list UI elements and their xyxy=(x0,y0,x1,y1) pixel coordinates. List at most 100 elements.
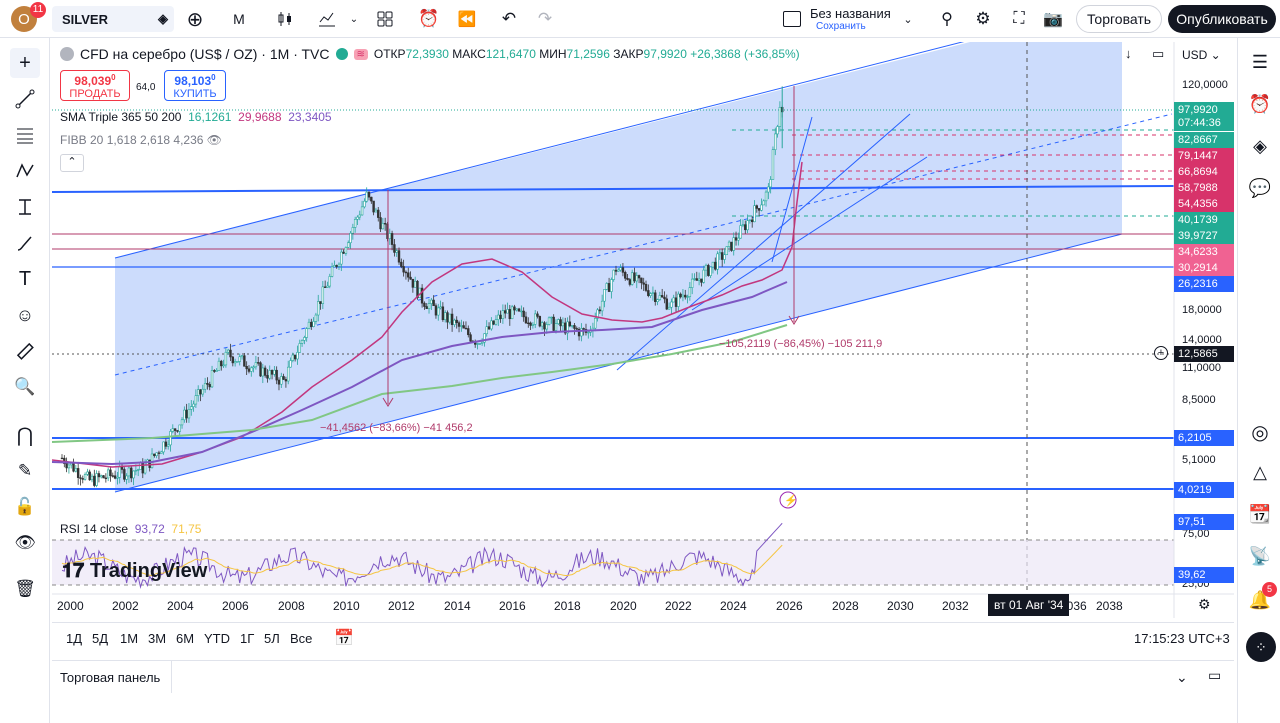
currency-selector[interactable]: USD ⌄ xyxy=(1182,48,1221,62)
timeframe-button[interactable]: YTD xyxy=(204,631,230,646)
maximize-panel-icon[interactable]: ▭ xyxy=(1208,667,1222,683)
trend-line-icon[interactable] xyxy=(10,84,40,114)
axis-settings-icon[interactable]: ⚙ xyxy=(1198,596,1211,612)
chat-icon[interactable]: 💬 xyxy=(1248,177,1272,198)
buy-button[interactable]: 98,1030 КУПИТЬ xyxy=(164,70,226,101)
undo-icon[interactable]: ↶ xyxy=(501,9,517,28)
publish-button[interactable]: Опубликовать xyxy=(1168,5,1276,33)
candle xyxy=(665,298,668,310)
timeframe-button[interactable]: 5Д xyxy=(92,631,109,646)
chart-area[interactable]: −41,4562 (−83,66%) −41 456,2 −105,2119 (… xyxy=(51,39,1234,618)
candle xyxy=(478,343,482,345)
candle xyxy=(730,241,733,251)
fullscreen-icon[interactable]: ⛶ xyxy=(1013,10,1025,27)
diamond-icon[interactable]: ◈ xyxy=(158,11,168,26)
rsi-legend[interactable]: RSI 14 close 93,72 71,75 xyxy=(60,522,202,536)
price-label: 54,4356 xyxy=(1174,196,1234,212)
trash-icon[interactable]: 🗑 xyxy=(14,579,36,598)
candles-icon[interactable] xyxy=(272,6,298,32)
candle xyxy=(113,475,117,479)
candle xyxy=(508,309,512,320)
price-label: 66,8694 xyxy=(1174,164,1234,180)
camera-icon[interactable]: 📷 xyxy=(1043,11,1063,28)
fib-lines-icon[interactable] xyxy=(10,120,40,150)
user-avatar[interactable]: O 11 xyxy=(10,2,46,32)
chevron-down-icon[interactable]: ⌄ xyxy=(903,13,913,26)
timeframe-button[interactable]: 3М xyxy=(148,631,167,646)
time-tick: 2018 xyxy=(554,599,581,613)
add-price-icon[interactable]: + xyxy=(1154,346,1168,360)
redo-icon[interactable]: ↷ xyxy=(537,9,553,28)
fib-legend[interactable]: FIBB 20 1,618 2,618 4,236 👁 xyxy=(60,133,223,147)
candle xyxy=(289,360,292,368)
quick-search-icon[interactable]: ⚲ xyxy=(941,11,953,28)
ideas-icon[interactable]: △ xyxy=(1253,461,1267,482)
candle xyxy=(660,295,664,298)
layers-icon[interactable]: ◈ xyxy=(1253,135,1267,156)
brush-icon[interactable] xyxy=(10,228,40,258)
candle xyxy=(111,475,114,477)
streams-icon[interactable]: 📡 xyxy=(1248,545,1272,566)
add-symbol-icon[interactable]: ⊕ xyxy=(186,8,204,31)
collapse-legend-icon[interactable]: ⌃ xyxy=(60,154,84,172)
price-tick: 11,0000 xyxy=(1182,362,1221,374)
candle xyxy=(734,237,738,241)
pattern-icon[interactable] xyxy=(10,156,40,186)
crosshair-icon[interactable]: + xyxy=(10,48,40,78)
text-icon[interactable]: T xyxy=(18,267,32,290)
candle xyxy=(160,451,163,454)
lock-icon[interactable]: 🔓 xyxy=(14,497,36,516)
emoji-icon[interactable]: ☺ xyxy=(15,304,35,325)
timeframe-button[interactable]: 5Л xyxy=(264,631,280,646)
arrow-down-icon[interactable]: ↓ xyxy=(1125,46,1132,61)
interval-button[interactable]: M xyxy=(233,11,245,27)
timeframe-button[interactable]: 6М xyxy=(176,631,195,646)
trading-panel-tab[interactable]: Торговая панель xyxy=(52,661,172,693)
candle xyxy=(515,308,518,311)
candle xyxy=(656,299,659,302)
forecast-icon[interactable] xyxy=(10,192,40,222)
time-tick: 2020 xyxy=(610,599,637,613)
zoom-in-icon[interactable]: 🔍 xyxy=(14,377,36,396)
replay-icon[interactable]: ⏪ xyxy=(457,11,477,28)
candle xyxy=(236,361,239,363)
candle xyxy=(173,428,177,431)
apps-grid-icon[interactable]: ⁘ xyxy=(1246,632,1276,662)
trade-button[interactable]: Торговать xyxy=(1076,5,1162,33)
maximize-icon[interactable]: ▭ xyxy=(1152,46,1165,61)
watchlist-icon[interactable]: ☰ xyxy=(1251,51,1269,72)
chevron-down-icon[interactable]: ⌄ xyxy=(349,13,359,25)
indicators-icon[interactable] xyxy=(314,6,340,32)
calendar-icon[interactable]: 📅 xyxy=(334,630,354,647)
timeframe-button[interactable]: 1Д xyxy=(66,631,83,646)
pencil-lock-icon[interactable]: ✎ xyxy=(17,461,33,480)
timeframe-button[interactable]: 1М xyxy=(120,631,139,646)
settings-gear-icon[interactable]: ⚙ xyxy=(975,9,991,28)
sma-legend[interactable]: SMA Triple 365 50 200 16,1261 29,9688 23… xyxy=(60,110,332,124)
sell-button[interactable]: 98,0390 ПРОДАТЬ xyxy=(60,70,130,101)
alert-add-icon[interactable]: ⏰ xyxy=(418,9,440,28)
candle xyxy=(190,406,193,410)
target-icon[interactable]: ◎ xyxy=(1251,421,1269,444)
layout-name[interactable]: Без названия Сохранить xyxy=(810,6,900,32)
minimize-panel-icon[interactable]: ⌄ xyxy=(1176,669,1188,685)
ruler-icon[interactable] xyxy=(10,336,40,366)
magnet-icon[interactable]: ⋂ xyxy=(16,424,34,447)
timeframe-button[interactable]: 1Г xyxy=(240,631,255,646)
timeframe-button[interactable]: Все xyxy=(290,631,313,646)
alarm-clock-icon[interactable]: ⏰ xyxy=(1248,93,1272,114)
bell-icon[interactable]: 🔔 5 xyxy=(1246,582,1277,614)
candle xyxy=(651,292,655,294)
calendar-icon[interactable]: 📆 xyxy=(1248,503,1272,524)
layout-square-icon[interactable] xyxy=(780,6,804,32)
candle xyxy=(559,319,562,327)
layouts-icon[interactable] xyxy=(372,6,398,32)
compare-icon[interactable]: ≋ xyxy=(353,48,368,60)
symbol-search[interactable]: SILVER ◈ xyxy=(52,6,174,32)
candle xyxy=(326,285,329,288)
eye-icon[interactable]: 👁 xyxy=(14,533,36,552)
clock[interactable]: 17:15:23 UTC+3 xyxy=(1134,631,1230,646)
candle xyxy=(737,237,740,241)
candle xyxy=(268,370,271,379)
price-chart[interactable]: −41,4562 (−83,66%) −41 456,2 −105,2119 (… xyxy=(51,39,1234,618)
